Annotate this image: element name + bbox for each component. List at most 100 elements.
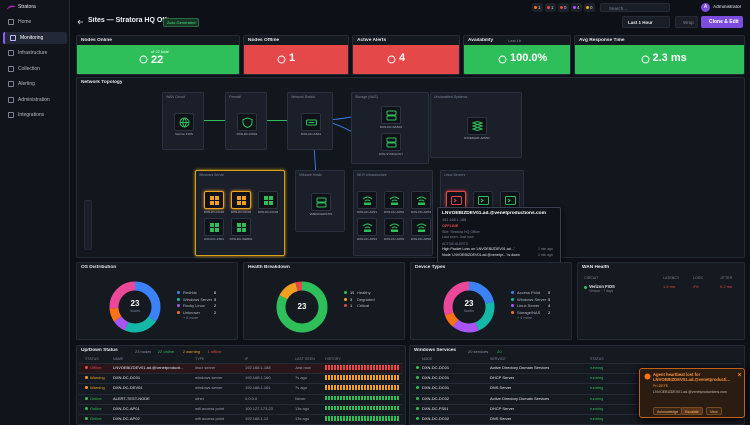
topology-node[interactable] (381, 106, 401, 124)
icon-part (416, 223, 427, 229)
toast-title: Agent heartbeat lost for LNVOEBIZDEV01.a… (653, 372, 730, 382)
table-row[interactable] (412, 373, 742, 383)
nav-item[interactable]: Infrastructure (3, 47, 67, 59)
wrap-button[interactable]: Wrap (675, 16, 698, 28)
table-row[interactable] (79, 414, 403, 424)
table-row[interactable] (412, 403, 742, 414)
alert-badge[interactable]: 1 (545, 3, 556, 12)
table-row[interactable] (412, 393, 742, 404)
group-label: VMware Hosts (299, 172, 322, 177)
zoom-control[interactable] (84, 200, 92, 250)
topology-node[interactable] (237, 112, 257, 131)
column-header: HISTORY (325, 357, 341, 361)
history-strip (325, 385, 400, 390)
icon-part (364, 229, 371, 232)
topology-node[interactable] (411, 218, 431, 236)
icon-part (362, 223, 373, 229)
nav-item[interactable]: Alerting (3, 78, 67, 90)
icon-part (364, 202, 371, 205)
table-row[interactable] (412, 414, 742, 424)
topology-node[interactable] (231, 218, 251, 236)
cell: DHCP Server (490, 405, 515, 411)
icon-part (215, 228, 219, 232)
nav-icon (10, 34, 16, 41)
cell: DXN-DC-DC01 (113, 375, 141, 381)
table-row[interactable] (79, 393, 403, 404)
nav-icon (8, 81, 14, 87)
avatar[interactable]: A (701, 3, 710, 12)
icon-part (242, 228, 246, 232)
nav-item[interactable]: Integrations (3, 109, 67, 121)
table-row[interactable] (79, 363, 403, 373)
tooltip-ip: 192.168.1.188 (442, 218, 467, 222)
toast-button[interactable]: Acknowledge (653, 407, 683, 415)
topology-node[interactable] (301, 112, 321, 131)
alert-badge[interactable]: 1 (532, 3, 543, 12)
wan-jitter: 0.2 ms (720, 284, 733, 289)
legend-dot (511, 291, 514, 294)
topology-node[interactable] (174, 112, 194, 131)
cell: other (195, 395, 205, 401)
topology-node[interactable] (258, 191, 278, 209)
cell: running (590, 365, 604, 370)
table-row[interactable] (412, 363, 742, 373)
topology-node[interactable] (381, 133, 401, 151)
table-row[interactable] (79, 403, 403, 414)
topology-node[interactable] (467, 116, 487, 135)
nav-item[interactable]: Monitoring (3, 31, 67, 44)
status-dot (85, 376, 88, 380)
topology-group: Network Switch DXN-DC-AS01 (287, 92, 333, 150)
toast-button[interactable]: View (706, 407, 722, 415)
icon-part (215, 223, 219, 227)
node-icon (210, 196, 219, 205)
icon-part (478, 196, 489, 205)
topology-node[interactable] (384, 191, 404, 209)
node-label: DXN-DC-WEB01 (229, 237, 253, 241)
topology-node[interactable] (204, 218, 224, 236)
wrap-label: Wrap (683, 20, 694, 25)
topology-node[interactable] (311, 192, 331, 211)
alert-badge[interactable]: 4 (571, 3, 582, 12)
alert-badge[interactable]: 0 (584, 3, 595, 12)
panel-title: Up/Down Status (81, 348, 118, 353)
table-row[interactable] (412, 383, 742, 393)
cell: Active Directory Domain Services (490, 365, 550, 370)
icon-part (237, 201, 241, 205)
legend-name: Degraded (357, 296, 375, 302)
legend-dot (177, 310, 180, 314)
search-placeholder: Search... (609, 5, 628, 11)
icon-part (416, 196, 427, 202)
toast-button[interactable]: Escalate (681, 407, 703, 415)
legend-more[interactable]: + 6 more (183, 316, 199, 320)
node-icon (451, 196, 462, 205)
table-row[interactable] (79, 373, 403, 383)
topology-node[interactable] (357, 191, 377, 209)
legend-name: Storage/NAS (517, 309, 541, 315)
nav-item[interactable]: Administration (3, 94, 67, 106)
topology-node[interactable] (231, 191, 251, 209)
clone-button[interactable]: Clone & Edit (701, 16, 743, 28)
nav-item[interactable]: Home (3, 16, 67, 28)
time-range[interactable]: Last 1 Hour (622, 16, 670, 28)
table-row[interactable] (79, 383, 403, 393)
column-header: STATUS (590, 357, 604, 361)
topology-node[interactable] (204, 191, 224, 209)
icon-part (389, 223, 400, 229)
search-box[interactable]: Search... (600, 3, 670, 12)
legend-more[interactable]: + 4 more (517, 316, 533, 320)
panel-title: Health Breakdown (248, 265, 290, 270)
topology-node[interactable] (384, 218, 404, 236)
cell: Never (295, 395, 306, 401)
user-name[interactable]: Administrator (713, 4, 742, 10)
history-strip (325, 405, 400, 411)
topology-node[interactable] (357, 218, 377, 236)
status-dot (85, 386, 88, 390)
legend-dot (177, 297, 180, 301)
kpi-icon (387, 55, 396, 64)
node-label: DXN-SYNOLOGY (378, 152, 404, 156)
topology-node[interactable] (411, 191, 431, 209)
legend-name: Unknown (183, 309, 200, 315)
node-icon (389, 223, 400, 232)
alert-badge[interactable]: 0 (558, 3, 569, 12)
nav-item[interactable]: Collection (3, 63, 67, 75)
